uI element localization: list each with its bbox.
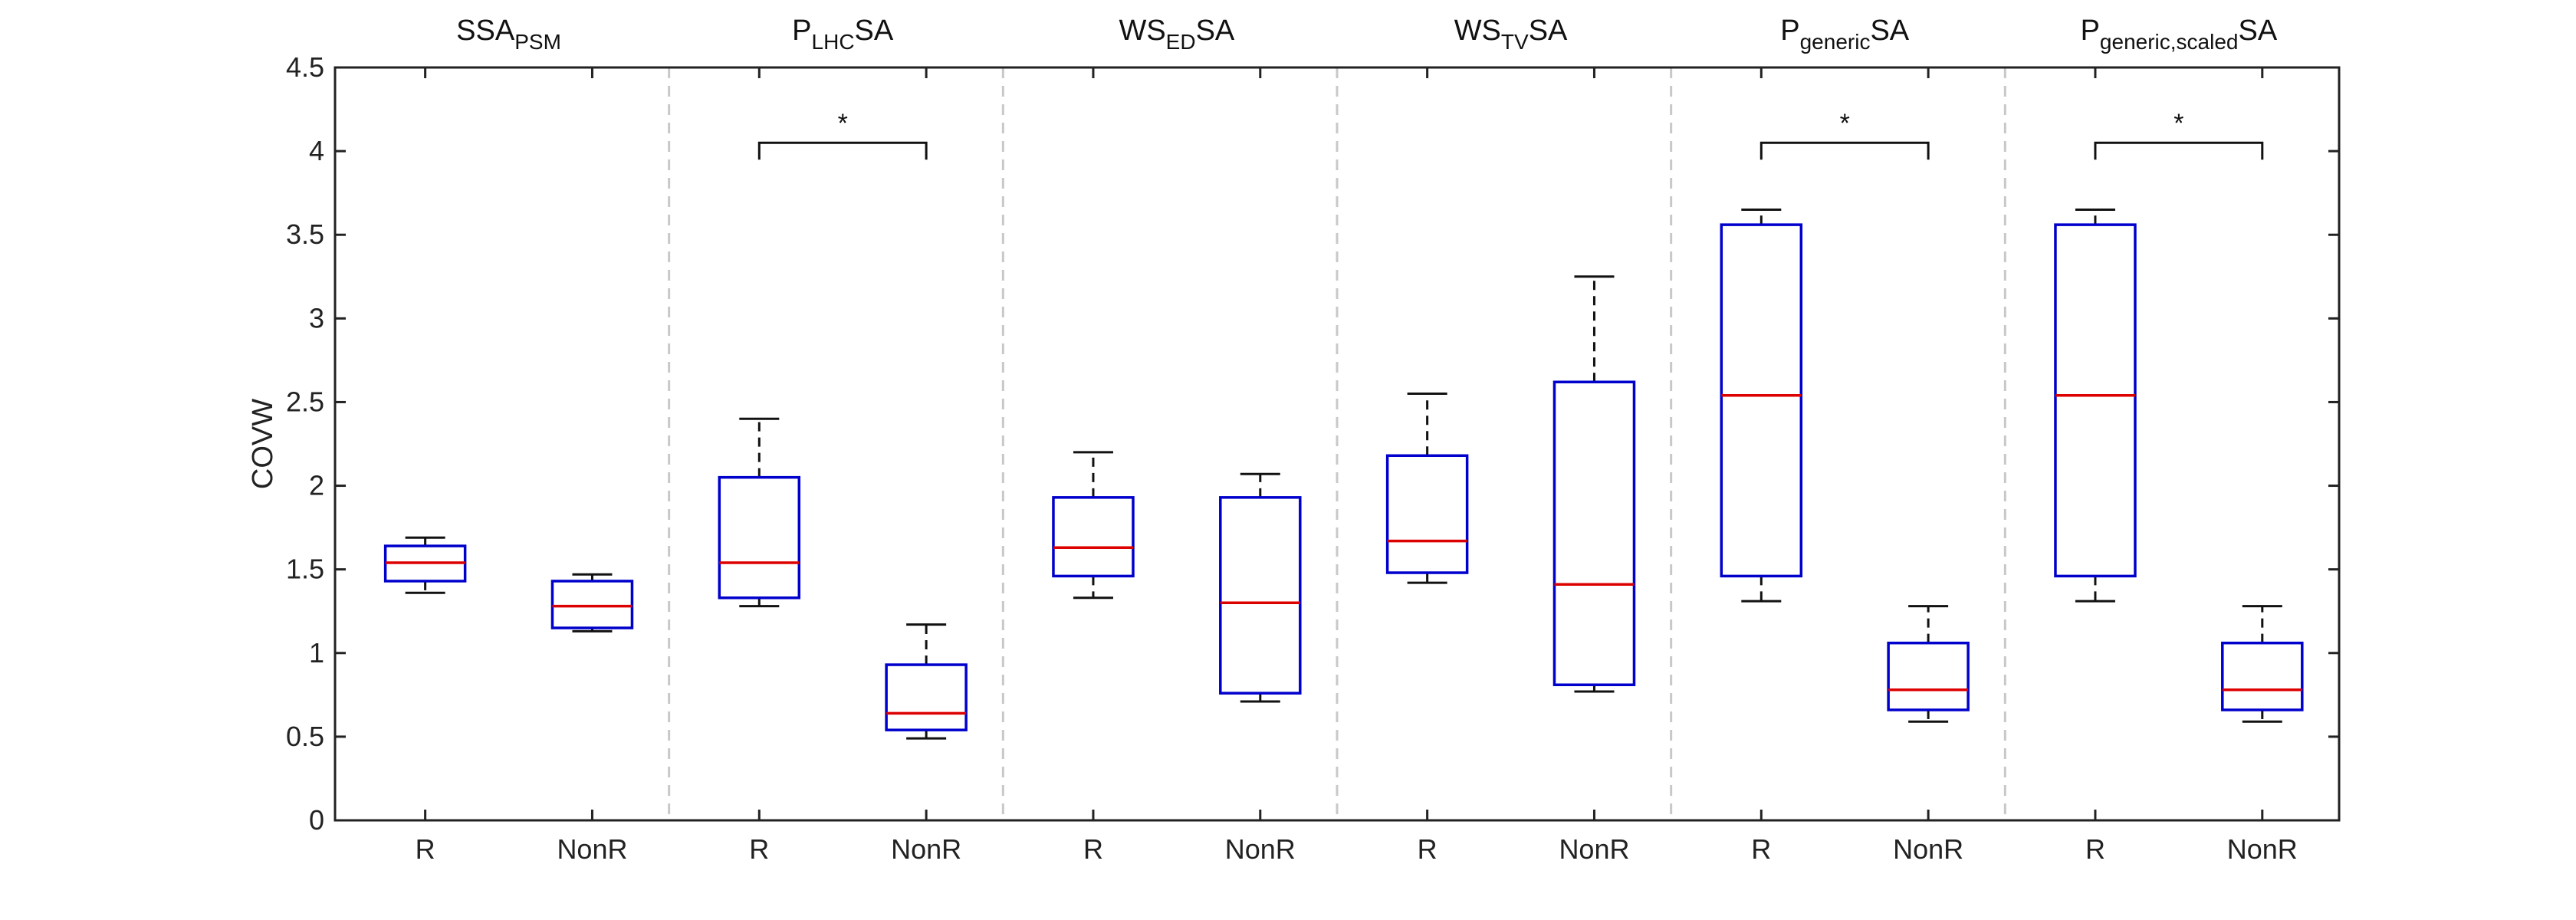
y-tick-label: 0.5 bbox=[286, 721, 324, 752]
group-title-subscript: TV bbox=[1501, 30, 1529, 54]
significance-star: * bbox=[2174, 109, 2183, 138]
group-title: Pgeneric,scaledSA bbox=[2081, 15, 2278, 54]
y-tick-label: 3.5 bbox=[286, 219, 324, 250]
iqr-box bbox=[1219, 496, 1302, 695]
y-tick-label: 2 bbox=[309, 470, 324, 501]
iqr-box bbox=[1552, 380, 1636, 686]
iqr-box bbox=[1052, 496, 1135, 578]
group-title-main: SSA bbox=[456, 15, 515, 47]
iqr-box bbox=[1887, 641, 1970, 711]
iqr-box bbox=[550, 580, 634, 629]
y-tick-label: 1.5 bbox=[286, 554, 324, 585]
x-tick-label: NonR bbox=[1559, 833, 1629, 865]
group-title: WSTVSA bbox=[1454, 15, 1568, 54]
significance-star: * bbox=[1840, 109, 1850, 138]
significance-bracket bbox=[1760, 141, 1930, 160]
group-title-main: WS bbox=[1119, 15, 1165, 47]
x-tick-label: R bbox=[1083, 833, 1103, 865]
boxes-layer bbox=[383, 208, 2304, 740]
group-title-subscript: PSM bbox=[514, 30, 561, 54]
x-tick-label: NonR bbox=[2227, 833, 2298, 865]
y-tick-label: 0 bbox=[309, 804, 324, 836]
iqr-box bbox=[885, 663, 968, 731]
x-tick-label: R bbox=[416, 833, 435, 865]
group-title-suffix: SA bbox=[2238, 15, 2277, 47]
group-title-subscript: generic,scaled bbox=[2100, 30, 2239, 54]
group-title: PgenericSA bbox=[1780, 15, 1910, 54]
x-tick-label: NonR bbox=[1225, 833, 1296, 865]
significance-brackets: * * * bbox=[757, 109, 2264, 160]
x-tick-label: NonR bbox=[557, 833, 627, 865]
x-axis: R NonR R NonR R NonR R NonR R NonR R NonR bbox=[416, 67, 2298, 865]
y-tick-label: 4 bbox=[309, 135, 324, 166]
group-dividers bbox=[668, 67, 2006, 820]
group-title-suffix: SA bbox=[855, 15, 894, 47]
iqr-box bbox=[1385, 454, 1469, 574]
y-tick-label: 4.5 bbox=[286, 51, 324, 83]
iqr-box bbox=[2221, 641, 2304, 711]
iqr-box bbox=[718, 475, 801, 600]
x-tick-label: NonR bbox=[891, 833, 961, 865]
significance-bracket bbox=[757, 141, 928, 160]
group-title: PLHCSA bbox=[792, 15, 894, 54]
plot-frame bbox=[334, 66, 2341, 822]
x-tick-label: R bbox=[1418, 833, 1438, 865]
group-title-subscript: ED bbox=[1166, 30, 1196, 54]
x-tick-label: NonR bbox=[1893, 833, 1963, 865]
significance-star: * bbox=[838, 109, 848, 138]
group-titles: SSAPSM PLHCSA WSEDSA WSTVSA PgenericSA Pgener… bbox=[456, 15, 2278, 54]
group-title-suffix: SA bbox=[1870, 15, 1909, 47]
group-title-subscript: generic bbox=[1800, 30, 1871, 54]
group-title-suffix: SA bbox=[1529, 15, 1568, 47]
iqr-box bbox=[1720, 223, 1803, 578]
group-title: SSAPSM bbox=[456, 15, 561, 54]
y-tick-label: 3 bbox=[309, 302, 324, 334]
x-tick-label: R bbox=[2085, 833, 2105, 865]
y-axis-label: COVW bbox=[247, 399, 279, 489]
group-title-subscript: LHC bbox=[812, 30, 855, 54]
y-tick-label: 1 bbox=[309, 637, 324, 669]
x-tick-label: R bbox=[1751, 833, 1771, 865]
x-tick-label: R bbox=[749, 833, 769, 865]
group-title: WSEDSA bbox=[1119, 15, 1234, 54]
group-title-suffix: SA bbox=[1196, 15, 1235, 47]
y-tick-label: 2.5 bbox=[286, 386, 324, 417]
group-title-main: WS bbox=[1454, 15, 1501, 47]
significance-bracket bbox=[2094, 141, 2264, 160]
group-title-main: P bbox=[792, 15, 811, 47]
group-title-main: P bbox=[2081, 15, 2100, 47]
iqr-box bbox=[2054, 223, 2137, 578]
y-axis: 0 0.5 1 1.5 2 2.5 3 3.5 4 4.5 bbox=[286, 51, 2339, 836]
group-title-main: P bbox=[1780, 15, 1799, 47]
